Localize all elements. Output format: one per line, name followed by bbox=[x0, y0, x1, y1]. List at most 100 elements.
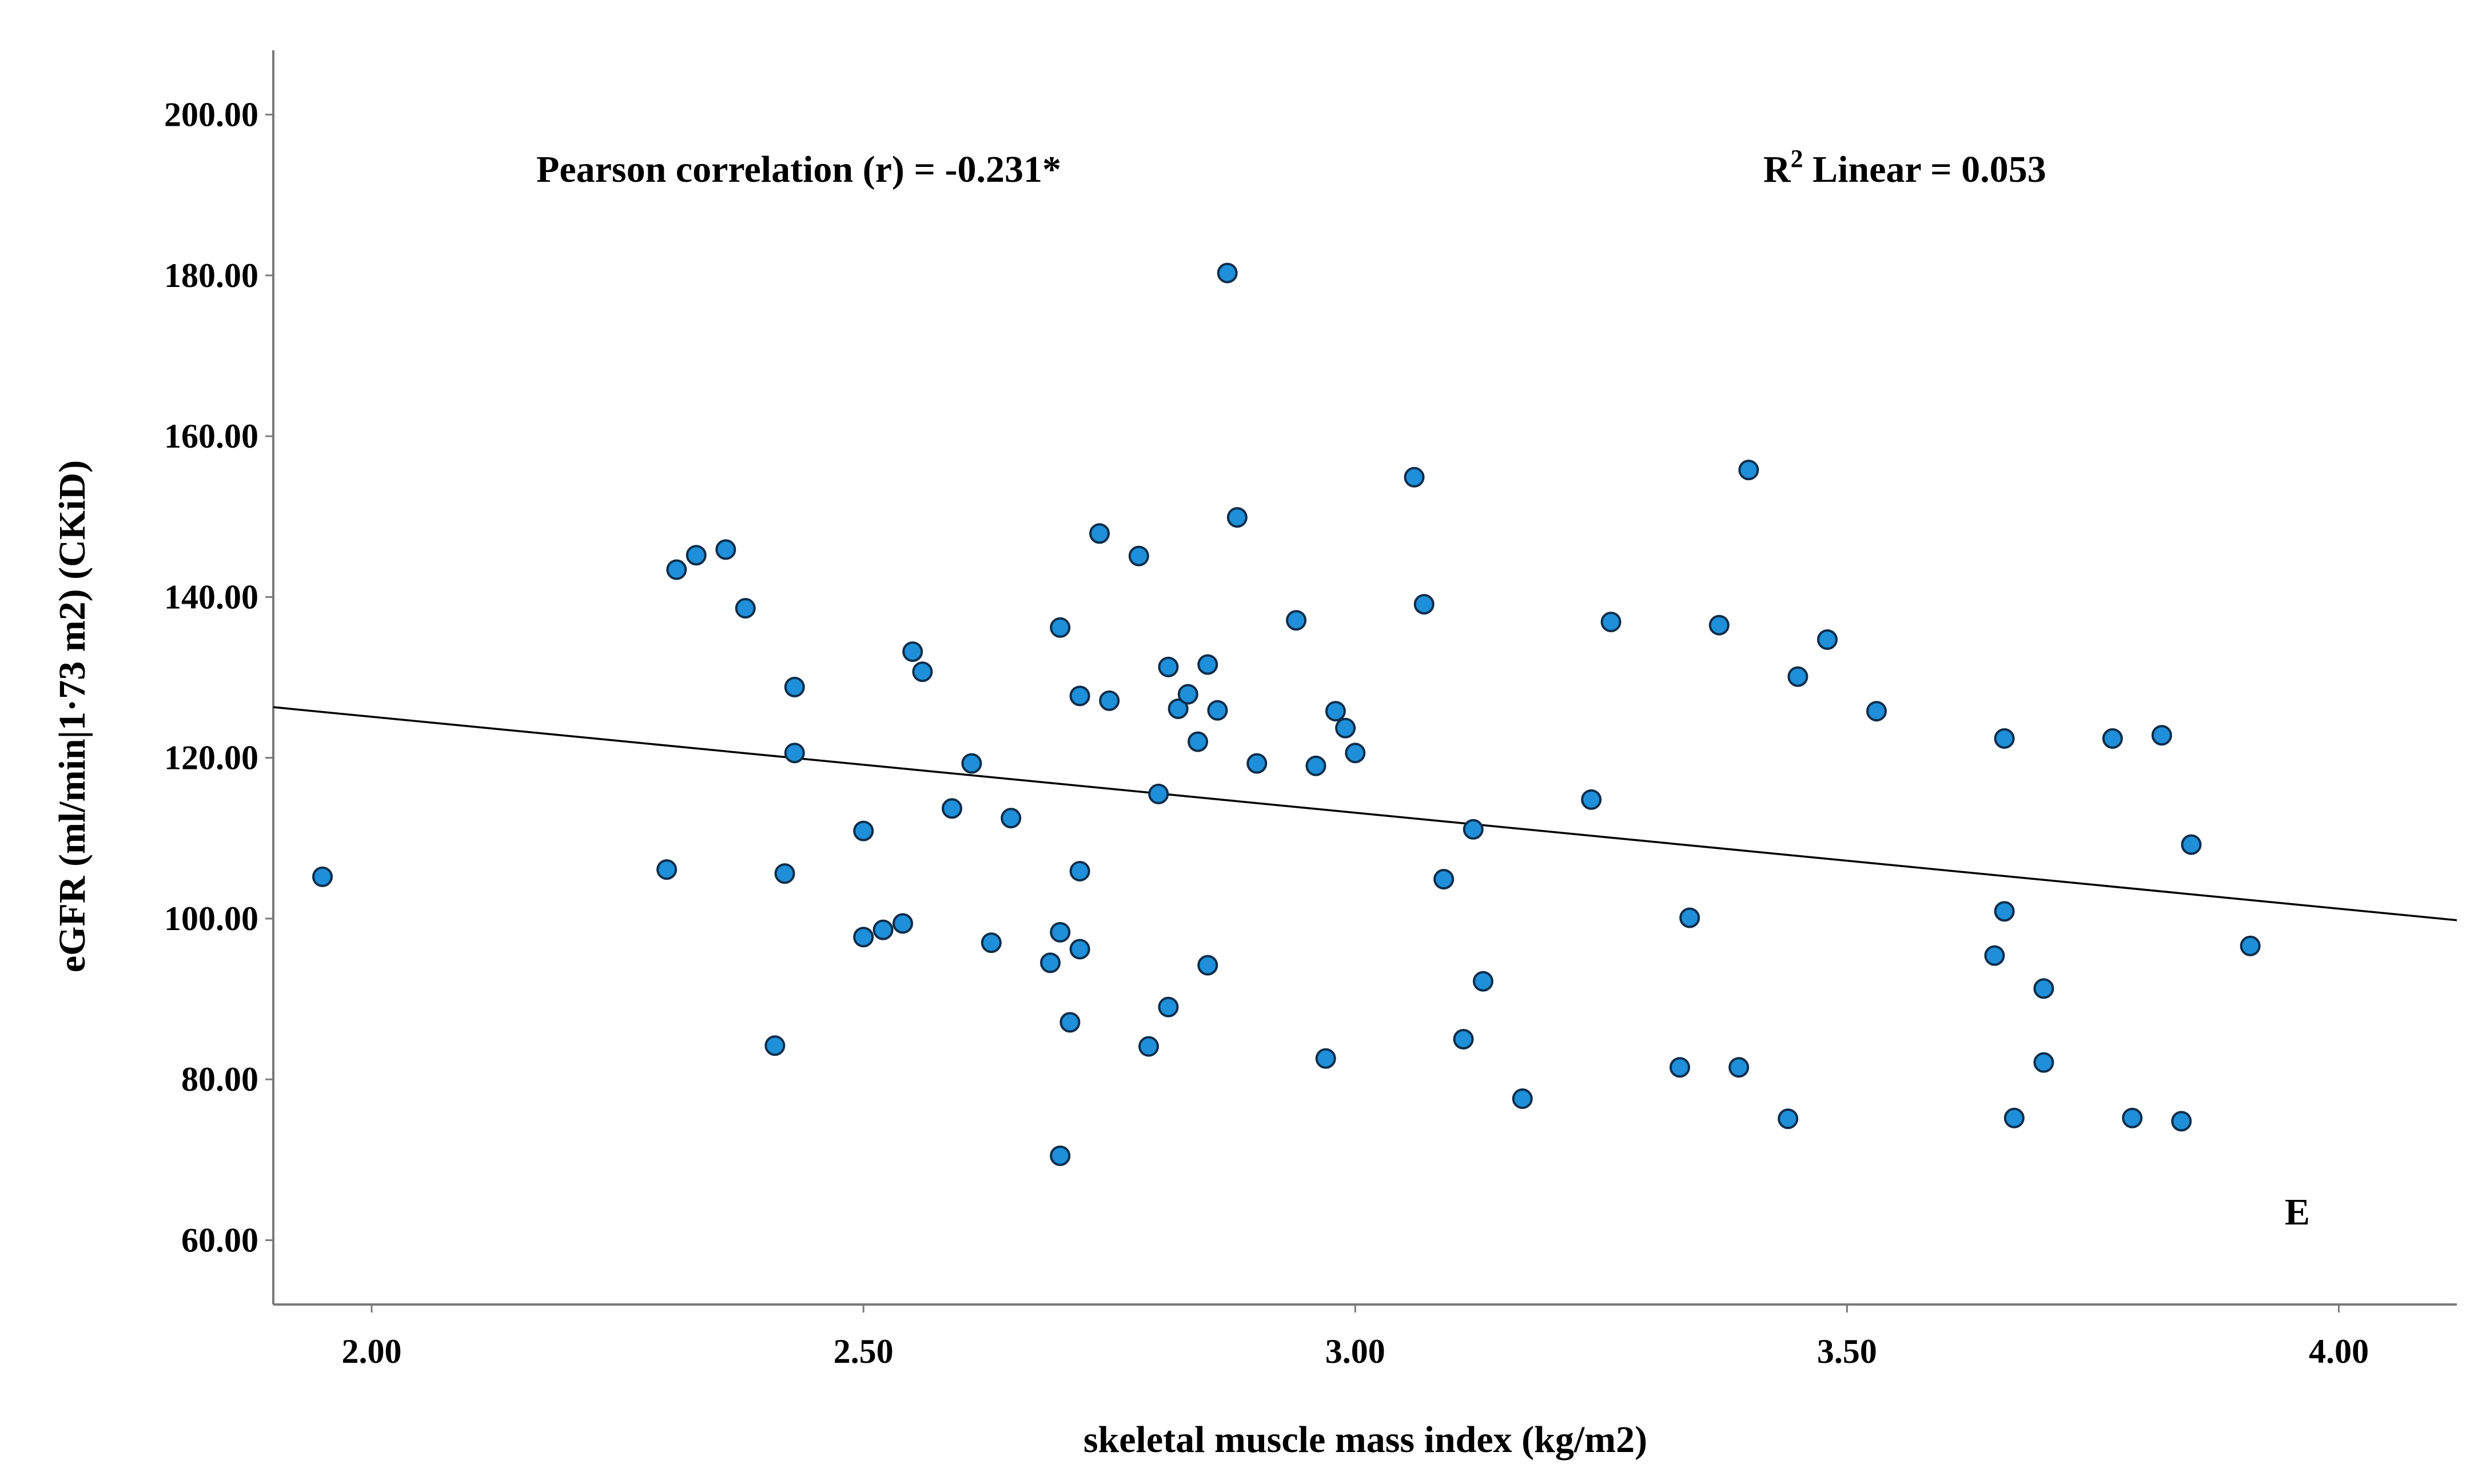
data-point bbox=[1472, 971, 1493, 992]
data-point bbox=[1158, 996, 1179, 1018]
data-point bbox=[1050, 617, 1071, 638]
r2-prefix: R bbox=[1763, 149, 1791, 190]
data-point bbox=[1286, 610, 1307, 631]
data-point bbox=[1158, 656, 1179, 677]
data-point bbox=[784, 743, 805, 764]
data-point bbox=[902, 641, 923, 662]
data-point bbox=[1040, 952, 1061, 974]
data-point bbox=[1669, 1057, 1690, 1078]
data-point bbox=[853, 820, 874, 841]
data-point bbox=[1728, 1057, 1750, 1078]
data-point bbox=[1226, 507, 1248, 528]
y-tick-label: 120.00 bbox=[164, 739, 258, 777]
data-point bbox=[892, 913, 913, 934]
linear-fit-line bbox=[273, 706, 2457, 921]
data-point bbox=[1305, 755, 1326, 776]
data-point bbox=[784, 676, 805, 697]
y-ticks: 60.00 80.00 100.00 120.00 140.00 160.00 180.00… bbox=[164, 96, 273, 1259]
data-point bbox=[1335, 717, 1356, 739]
data-point bbox=[1325, 701, 1346, 722]
y-tick-label: 200.00 bbox=[164, 96, 258, 134]
data-point bbox=[656, 859, 678, 880]
data-point bbox=[1050, 921, 1071, 943]
data-point bbox=[1453, 1028, 1474, 1050]
data-point bbox=[2122, 1107, 2143, 1128]
data-point bbox=[686, 545, 707, 566]
data-point bbox=[1069, 939, 1090, 960]
data-point bbox=[1177, 684, 1198, 705]
data-point bbox=[2033, 1052, 2054, 1073]
axes bbox=[272, 50, 2457, 1306]
data-point bbox=[1001, 808, 1022, 829]
data-point bbox=[1817, 629, 1838, 650]
y-tick-label: 160.00 bbox=[164, 417, 258, 455]
data-point bbox=[1246, 753, 1268, 774]
x-tick-label: 2.50 bbox=[834, 1333, 894, 1370]
data-point bbox=[2240, 935, 2261, 956]
data-point bbox=[1138, 1036, 1160, 1057]
data-point bbox=[1984, 945, 2005, 966]
data-point bbox=[1069, 860, 1090, 881]
data-point bbox=[1679, 907, 1700, 928]
x-axis-title: skeletal muscle mass index (kg/m2) bbox=[1083, 1419, 1647, 1461]
pearson-annotation: Pearson correlation (r) = -0.231* bbox=[536, 149, 1061, 190]
panel-label: E bbox=[2285, 1191, 2310, 1233]
data-point bbox=[1197, 955, 1218, 976]
y-tick-label: 140.00 bbox=[164, 578, 258, 616]
data-point bbox=[1168, 698, 1189, 719]
data-point bbox=[912, 661, 933, 683]
data-point bbox=[1994, 728, 2015, 749]
r2-annotation: R2 Linear = 0.053 bbox=[1763, 145, 2046, 190]
data-point bbox=[1050, 1145, 1071, 1166]
data-point bbox=[764, 1035, 786, 1056]
data-point bbox=[1059, 1012, 1081, 1033]
data-point bbox=[1708, 615, 1730, 636]
data-point bbox=[2033, 978, 2054, 999]
x-tick-label: 4.00 bbox=[2309, 1333, 2369, 1370]
data-point bbox=[1188, 731, 1209, 752]
data-point bbox=[1738, 460, 1759, 481]
data-point bbox=[981, 932, 1002, 954]
data-point bbox=[2181, 834, 2202, 855]
data-point bbox=[1128, 545, 1149, 567]
data-point bbox=[735, 598, 756, 619]
x-tick-label: 2.00 bbox=[342, 1333, 402, 1370]
y-tick-label: 60.00 bbox=[181, 1221, 258, 1259]
data-point bbox=[873, 919, 894, 940]
data-point bbox=[1069, 685, 1090, 707]
data-point bbox=[941, 798, 962, 819]
data-point bbox=[961, 753, 982, 774]
r2-value: Linear = 0.053 bbox=[1803, 149, 2046, 190]
data-point bbox=[1994, 901, 2015, 922]
data-point bbox=[1866, 701, 1887, 722]
data-point bbox=[2151, 725, 2172, 746]
data-point bbox=[1787, 666, 1808, 687]
data-points bbox=[312, 262, 2261, 1166]
data-point bbox=[1778, 1108, 1799, 1130]
data-point bbox=[2102, 728, 2123, 749]
x-tick-label: 3.50 bbox=[1817, 1333, 1877, 1370]
x-tick-label: 3.00 bbox=[1325, 1333, 1385, 1370]
data-point bbox=[774, 863, 795, 884]
data-point bbox=[2003, 1107, 2025, 1128]
data-point bbox=[715, 539, 736, 560]
y-axis-title: eGFR (ml/min|1·73 m2) (CKiD) bbox=[51, 460, 93, 972]
data-point bbox=[312, 866, 333, 887]
r2-superscript: 2 bbox=[1791, 145, 1803, 173]
data-point bbox=[1433, 869, 1455, 890]
y-tick-label: 80.00 bbox=[181, 1060, 258, 1098]
y-tick-label: 100.00 bbox=[164, 900, 258, 938]
data-point bbox=[1413, 594, 1435, 615]
data-point bbox=[1600, 611, 1622, 632]
data-point bbox=[1404, 466, 1425, 488]
data-point bbox=[666, 559, 687, 580]
data-point bbox=[1089, 523, 1110, 544]
data-point bbox=[1463, 819, 1484, 840]
data-point bbox=[1099, 690, 1120, 711]
data-point bbox=[1197, 654, 1218, 675]
data-point bbox=[1345, 743, 1366, 764]
data-point bbox=[1315, 1048, 1336, 1069]
data-point bbox=[2171, 1111, 2192, 1132]
data-point bbox=[853, 927, 874, 948]
